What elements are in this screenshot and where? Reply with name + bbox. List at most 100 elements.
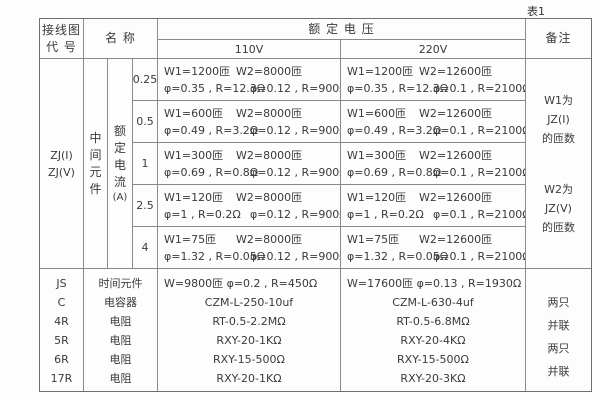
wire-spec-2: φ=0.12 , R=900Ω — [250, 81, 341, 95]
component-code: 4R — [54, 315, 69, 328]
wire-spec-2: φ=0.1 , R=2100Ω — [433, 249, 526, 263]
wiring-code-zj1: ZJ(I) — [50, 148, 73, 162]
header-name: 名 称 — [84, 19, 158, 59]
component-name: 电阻 — [109, 334, 132, 347]
bottom-remark: 两只 — [547, 296, 570, 309]
winding-w1: W1=120匝 — [164, 190, 224, 204]
remark-line: 的匝数 — [542, 220, 575, 234]
remark-w1-note: W1为 JZ(I) 的匝数 — [542, 91, 575, 148]
wire-spec-2: φ=0.1 , R=2100Ω — [433, 165, 526, 179]
value-cell-110v: W1=300匝 W2=8000匝 φ=0.69 , R=0.8Ω φ=0.12 , … — [158, 143, 341, 185]
bottom-values-220v-cell: W=17600匝 φ=0.13 , R=1930Ω CZM-L-630-4uf … — [341, 269, 526, 391]
component-value-110v: RXY-20-1KΩ — [216, 334, 282, 347]
relay-spec-table: 接线图 代 号 名 称 额 定 电 压 110V 220V 备注 ZJ(I) Z… — [39, 18, 592, 392]
value-cell-220v: W1=1200匝 W2=12600匝 φ=0.35 , R=12.3Ω φ=0.1 … — [341, 59, 526, 101]
current-value-cell: 1 — [133, 143, 158, 185]
value-cell-220v: W1=300匝 W2=12600匝 φ=0.69 , R=0.8Ω φ=0.1 , … — [341, 143, 526, 185]
element-name-cell: 中间元件 — [84, 59, 108, 269]
value-cell-110v: W1=1200匝 W2=8000匝 φ=0.35 , R=12.3Ω φ=0.12 … — [158, 59, 341, 101]
winding-w1: W1=300匝 — [347, 148, 407, 162]
component-value-220v: RXY-20-3KΩ — [400, 372, 466, 385]
wire-spec-2: φ=0.1 , R=2100Ω — [433, 81, 526, 95]
winding-w2: W2=8000匝 — [236, 148, 303, 162]
value-cell-110v: W1=120匝 W2=8000匝 φ=1 , R=0.2Ω φ=0.12 , R=9… — [158, 185, 341, 227]
header-remark: 备注 — [526, 19, 591, 59]
value-cell-110v: W1=75匝 W2=8000匝 φ=1.32 , R=0.05Ω φ=0.12 , … — [158, 227, 341, 269]
component-value-110v: RXY-20-1KΩ — [216, 372, 282, 385]
winding-w1: W1=120匝 — [347, 190, 407, 204]
component-code: 6R — [54, 353, 69, 366]
element-name-vertical-text: 中间元件 — [89, 130, 102, 196]
rated-current-cell: 额定电流 (A) — [108, 59, 133, 269]
winding-w1: W1=600匝 — [164, 106, 224, 120]
component-value-220v: W=17600匝 φ=0.13 , R=1930Ω — [347, 277, 522, 290]
rated-current-unit: (A) — [112, 191, 128, 203]
remark-line: W1为 — [544, 93, 573, 107]
wiring-code-cell: ZJ(I) ZJ(V) — [40, 59, 84, 269]
component-name: 时间元件 — [98, 277, 143, 290]
value-cell-220v: W1=75匝 W2=12600匝 φ=1.32 , R=0.05Ω φ=0.1 , … — [341, 227, 526, 269]
wire-spec-1: φ=0.49 , R=3.2Ω — [347, 123, 442, 137]
winding-w1: W1=1200匝 — [164, 64, 231, 78]
component-value-220v: RXY-20-4KΩ — [400, 334, 466, 347]
component-name: 电阻 — [109, 353, 132, 366]
value-cell-220v: W1=120匝 W2=12600匝 φ=1 , R=0.2Ω φ=0.1 , R=2… — [341, 185, 526, 227]
winding-w1: W1=300匝 — [164, 148, 224, 162]
wire-spec-1: φ=0.49 , R=3.2Ω — [164, 123, 259, 137]
value-cell-220v: W1=600匝 W2=12600匝 φ=0.49 , R=3.2Ω φ=0.1 , … — [341, 101, 526, 143]
remark-line: 的匝数 — [542, 131, 575, 145]
component-name: 电阻 — [109, 315, 132, 328]
winding-w1: W1=75匝 — [347, 232, 400, 246]
winding-w2: W2=12600匝 — [419, 64, 493, 78]
wire-spec-2: φ=0.12 , R=900Ω — [250, 165, 341, 179]
wire-spec-1: φ=0.35 , R=12.3Ω — [347, 81, 449, 95]
current-value-cell: 4 — [133, 227, 158, 269]
bottom-names-cell: 时间元件 电容器 电阻 电阻 电阻 电阻 — [84, 269, 158, 391]
component-code: 5R — [54, 334, 69, 347]
component-code: 17R — [50, 372, 73, 385]
winding-w2: W2=8000匝 — [236, 232, 303, 246]
remark-w2-note: W2为 JZ(V) 的匝数 — [542, 180, 575, 237]
winding-w2: W2=12600匝 — [419, 148, 493, 162]
wire-spec-2: φ=0.1 , R=2100Ω — [433, 207, 526, 221]
wire-spec-2: φ=0.12 , R=900Ω — [250, 249, 341, 263]
winding-w2: W2=8000匝 — [236, 64, 303, 78]
wire-spec-1: φ=1 , R=0.2Ω — [164, 207, 241, 221]
winding-w2: W2=12600匝 — [419, 232, 493, 246]
header-110v: 110V — [158, 40, 341, 59]
component-value-110v: W=9800匝 φ=0.2 , R=450Ω — [164, 277, 318, 290]
winding-w1: W1=1200匝 — [347, 64, 414, 78]
header-wiring-code: 接线图 代 号 — [40, 19, 84, 59]
remark-line: W2为 — [544, 182, 573, 196]
header-wiring-code-line2: 代 号 — [46, 39, 77, 54]
header-wiring-code-line1: 接线图 — [41, 22, 81, 37]
component-name: 电阻 — [109, 372, 132, 385]
header-220v: 220V — [341, 40, 526, 59]
wire-spec-2: φ=0.12 , R=900Ω — [250, 123, 341, 137]
component-value-110v: RT-0.5-2.2MΩ — [212, 315, 286, 328]
wire-spec-1: φ=0.69 , R=0.8Ω — [164, 165, 259, 179]
header-rated-voltage: 额 定 电 压 — [158, 19, 526, 40]
component-value-110v: RXY-15-500Ω — [213, 353, 285, 366]
component-value-110v: CZM-L-250-10uf — [204, 296, 294, 309]
bottom-values-110v-cell: W=9800匝 φ=0.2 , R=450Ω CZM-L-250-10uf RT… — [158, 269, 341, 391]
wire-spec-1: φ=1.32 , R=0.05Ω — [347, 249, 449, 263]
component-value-220v: CZM-L-630-4uf — [392, 296, 474, 309]
wire-spec-1: φ=0.69 , R=0.8Ω — [347, 165, 442, 179]
wire-spec-1: φ=0.35 , R=12.3Ω — [164, 81, 266, 95]
remark-line: JZ(I) — [547, 112, 570, 126]
table-number-label: 表1 — [527, 5, 545, 18]
winding-w1: W1=600匝 — [347, 106, 407, 120]
remark-line: JZ(V) — [545, 201, 572, 215]
value-cell-110v: W1=600匝 W2=8000匝 φ=0.49 , R=3.2Ω φ=0.12 , … — [158, 101, 341, 143]
winding-w2: W2=12600匝 — [419, 106, 493, 120]
winding-w2: W2=12600匝 — [419, 190, 493, 204]
current-value-cell: 2.5 — [133, 185, 158, 227]
bottom-codes-cell: JS C 4R 5R 6R 17R — [40, 269, 84, 391]
current-value-cell: 0.5 — [133, 101, 158, 143]
component-value-220v: RXY-15-500Ω — [397, 353, 469, 366]
component-code: JS — [56, 277, 67, 290]
bottom-remarks-cell: 两只 并联 两只 并联 — [526, 269, 591, 391]
current-value-cell: 0.25 — [133, 59, 158, 101]
